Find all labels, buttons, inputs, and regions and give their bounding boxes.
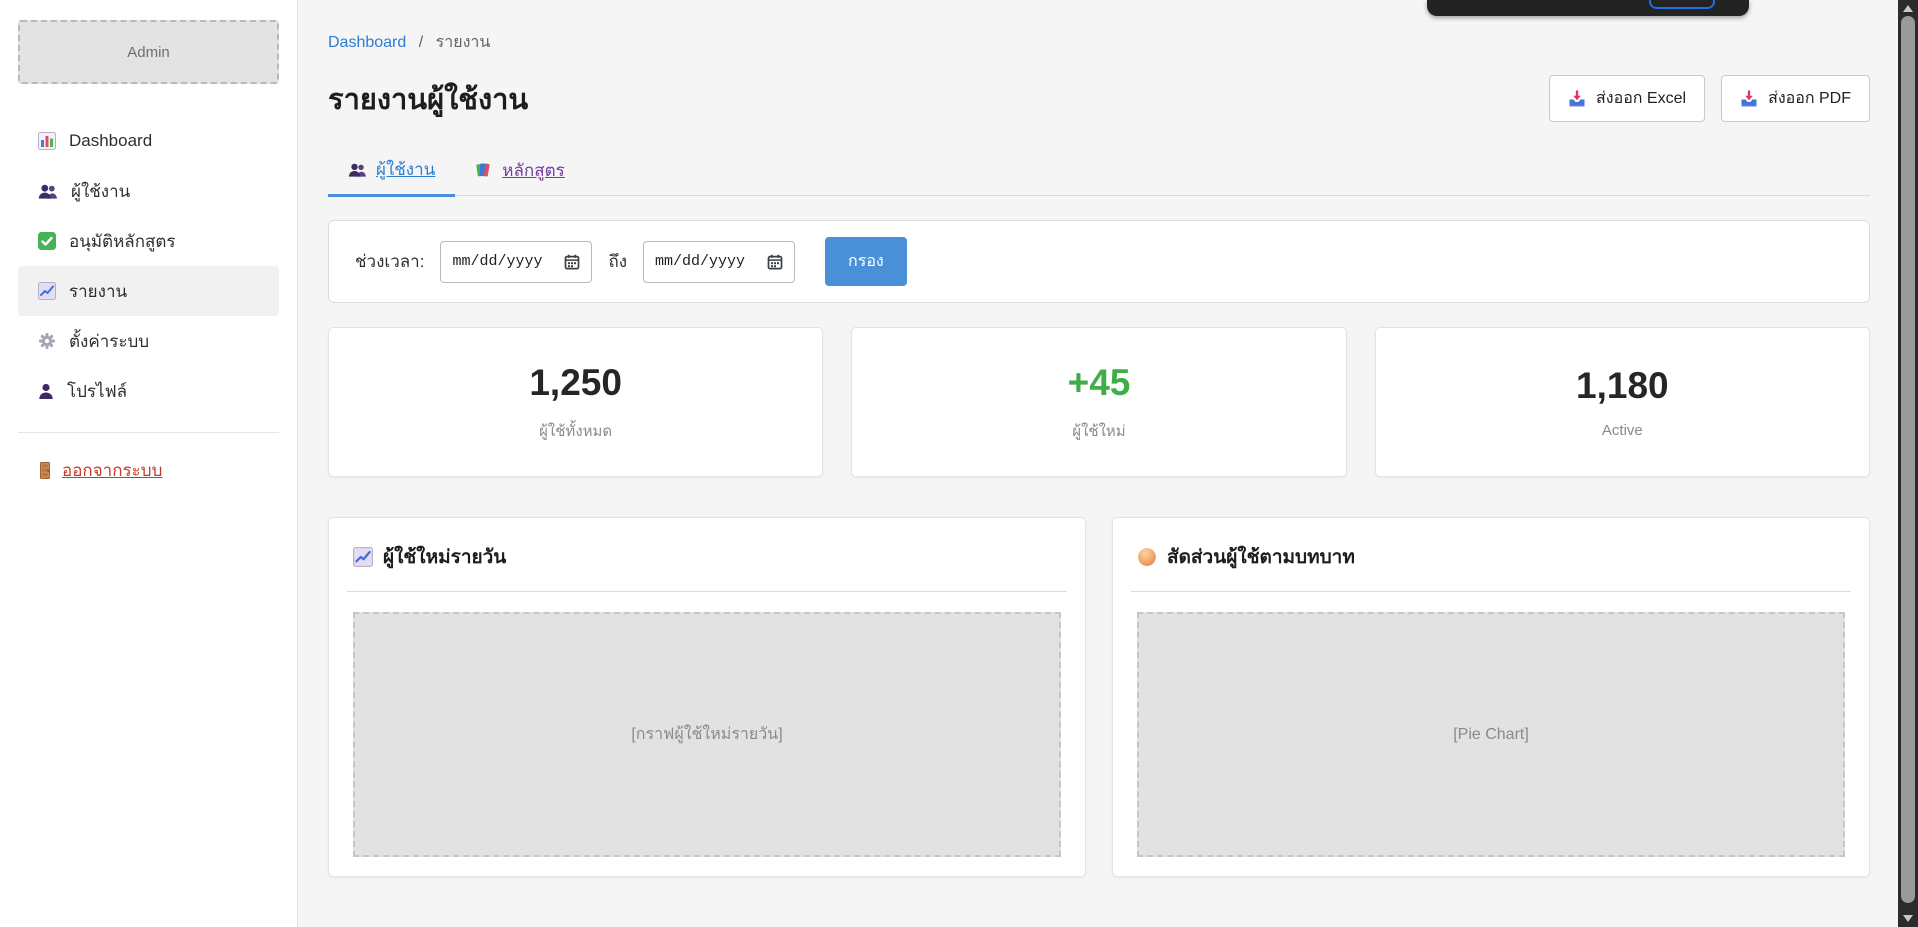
bar-chart-icon — [38, 132, 56, 150]
chart-body: [Pie Chart] — [1113, 592, 1869, 857]
breadcrumb-separator: / — [418, 34, 424, 51]
main-content: Dashboard / รายงาน รายงานผู้ใช้งาน ส่งออ… — [298, 0, 1918, 927]
chart-body: [กราฟผู้ใช้ใหม่รายวัน] — [329, 592, 1085, 857]
stats-row: 1,250 ผู้ใช้ทั้งหมด +45 ผู้ใช้ใหม่ 1,180… — [328, 327, 1870, 477]
chart-title: ผู้ใช้ใหม่รายวัน — [383, 547, 507, 568]
sidebar-item-label: โปรไฟล์ — [67, 381, 128, 401]
stat-label: ผู้ใช้ทั้งหมด — [539, 422, 613, 440]
tab-bar: ผู้ใช้งาน หลักสูตร — [328, 146, 1870, 197]
sidebar-menu: Dashboard ผู้ใช้งาน อนุมัติหลักสูตร รายง… — [18, 116, 279, 416]
date-to-value: mm/dd/yyyy — [655, 253, 746, 270]
export-buttons: ส่งออก Excel ส่งออก PDF — [1549, 75, 1870, 122]
date-range-label: ช่วงเวลา: — [355, 252, 425, 271]
tab-courses[interactable]: หลักสูตร — [455, 146, 584, 195]
tab-courses-label: หลักสูตร — [502, 160, 565, 180]
browser-dialog-focused-button[interactable] — [1649, 0, 1715, 9]
sidebar-item-settings[interactable]: ตั้งค่าระบบ — [18, 316, 279, 366]
gear-icon — [38, 332, 56, 350]
chart-header: ผู้ใช้ใหม่รายวัน — [329, 518, 1085, 591]
brand-label: Admin — [127, 43, 170, 61]
stat-label: Active — [1601, 422, 1643, 439]
logout-label: ออกจากระบบ — [62, 461, 163, 480]
charts-row: ผู้ใช้ใหม่รายวัน [กราฟผู้ใช้ใหม่รายวัน] … — [328, 517, 1870, 877]
sidebar-item-dashboard[interactable]: Dashboard — [18, 116, 279, 166]
brand-placeholder: Admin — [18, 20, 279, 84]
sidebar-item-label: อนุมัติหลักสูตร — [69, 231, 176, 251]
download-tray-icon — [1568, 89, 1586, 108]
scrollbar-down-arrow-icon[interactable] — [1903, 915, 1913, 922]
stat-card-active-users: 1,180 Active — [1374, 327, 1870, 477]
books-icon — [475, 161, 493, 179]
door-icon — [38, 462, 52, 479]
breadcrumb-current: รายงาน — [435, 34, 491, 51]
users-icon — [348, 163, 367, 177]
export-excel-button[interactable]: ส่งออก Excel — [1549, 75, 1706, 122]
calendar-icon[interactable] — [564, 254, 580, 270]
sidebar-item-users[interactable]: ผู้ใช้งาน — [18, 166, 279, 216]
line-chart-placeholder: [กราฟผู้ใช้ใหม่รายวัน] — [353, 612, 1061, 857]
scrollbar-up-arrow-icon[interactable] — [1903, 5, 1913, 12]
stat-value: 1,180 — [1576, 365, 1669, 406]
line-chart-icon — [38, 282, 56, 300]
stat-card-total-users: 1,250 ผู้ใช้ทั้งหมด — [328, 327, 824, 477]
chart-card-daily-new-users: ผู้ใช้ใหม่รายวัน [กราฟผู้ใช้ใหม่รายวัน] — [328, 517, 1086, 877]
tab-users[interactable]: ผู้ใช้งาน — [328, 146, 456, 197]
sidebar-item-label: ตั้งค่าระบบ — [69, 331, 150, 351]
filter-button[interactable]: กรอง — [825, 237, 907, 286]
vertical-scrollbar[interactable] — [1898, 0, 1918, 927]
chart-divider — [347, 591, 1067, 592]
sidebar: Admin Dashboard ผู้ใช้งาน อนุมัติหลักสูต… — [0, 0, 298, 927]
export-excel-label: ส่งออก Excel — [1596, 90, 1687, 107]
scrollbar-thumb[interactable] — [1901, 16, 1915, 903]
date-to-label: ถึง — [608, 252, 628, 271]
pie-icon — [1137, 547, 1157, 567]
stat-card-new-users: +45 ผู้ใช้ใหม่ — [851, 327, 1347, 477]
date-to-input[interactable]: mm/dd/yyyy — [643, 240, 796, 283]
date-from-value: mm/dd/yyyy — [452, 253, 543, 270]
breadcrumb: Dashboard / รายงาน — [328, 30, 1870, 55]
tab-users-label: ผู้ใช้งาน — [376, 160, 436, 179]
title-row: รายงานผู้ใช้งาน ส่งออก Excel ส่งออก PDF — [328, 75, 1870, 122]
export-pdf-label: ส่งออก PDF — [1768, 90, 1851, 107]
chart-header: สัดส่วนผู้ใช้ตามบทบาท — [1113, 518, 1869, 591]
check-icon — [38, 232, 56, 250]
export-pdf-button[interactable]: ส่งออก PDF — [1721, 75, 1870, 122]
sidebar-item-label: Dashboard — [69, 131, 153, 150]
stat-value: 1,250 — [529, 361, 622, 403]
stat-label: ผู้ใช้ใหม่ — [1072, 422, 1126, 440]
users-icon — [38, 184, 58, 199]
filter-panel: ช่วงเวลา: mm/dd/yyyy ถึง mm/dd/yyyy กรอง — [328, 220, 1870, 303]
download-tray-icon — [1740, 89, 1758, 108]
stat-value: +45 — [1067, 361, 1131, 403]
chart-card-users-by-role: สัดส่วนผู้ใช้ตามบทบาท [Pie Chart] — [1112, 517, 1870, 877]
breadcrumb-dashboard-link[interactable]: Dashboard — [328, 34, 407, 51]
line-chart-icon — [353, 547, 373, 567]
sidebar-item-profile[interactable]: โปรไฟล์ — [18, 366, 279, 416]
chart-divider — [1131, 591, 1851, 592]
browser-dialog-remnant[interactable] — [1427, 0, 1749, 16]
sidebar-item-label: ผู้ใช้งาน — [71, 181, 131, 201]
pie-chart-placeholder: [Pie Chart] — [1137, 612, 1845, 857]
date-from-input[interactable]: mm/dd/yyyy — [440, 240, 593, 283]
sidebar-item-reports[interactable]: รายงาน — [18, 266, 279, 316]
sidebar-item-label: รายงาน — [69, 281, 128, 301]
logout-link[interactable]: ออกจากระบบ — [38, 457, 162, 484]
user-icon — [38, 383, 54, 399]
sidebar-divider — [18, 432, 279, 433]
sidebar-item-approve-courses[interactable]: อนุมัติหลักสูตร — [18, 216, 279, 266]
chart-title: สัดส่วนผู้ใช้ตามบทบาท — [1167, 547, 1355, 568]
calendar-icon[interactable] — [767, 254, 783, 270]
page-title: รายงานผู้ใช้งาน — [328, 83, 529, 116]
